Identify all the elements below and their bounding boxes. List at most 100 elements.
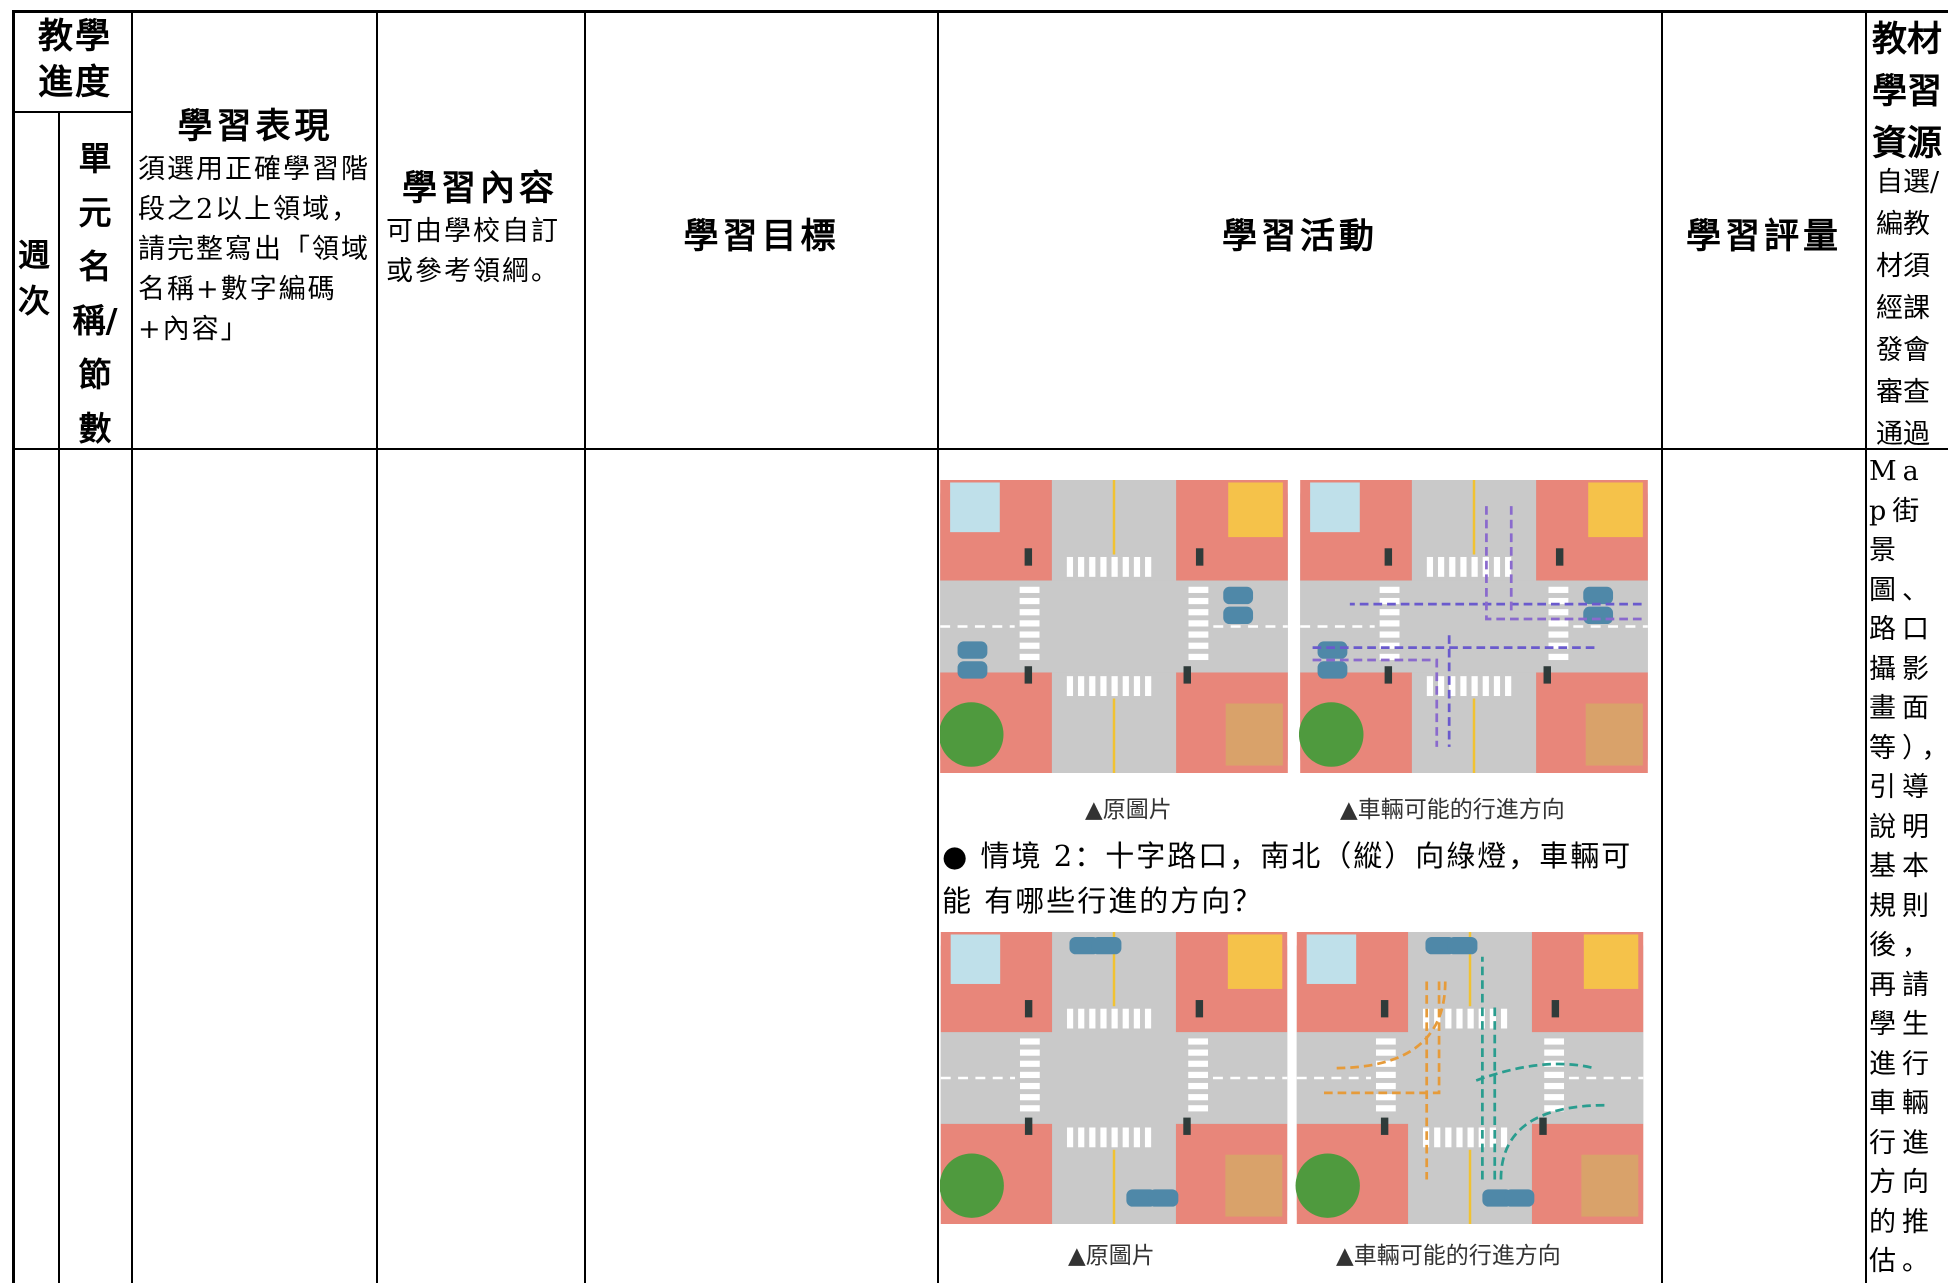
illustration-shape	[1548, 642, 1569, 649]
header-content-title: 學習內容	[401, 168, 558, 209]
header-content-note: 可由學校自訂或參考領綱。	[386, 216, 560, 287]
border	[58, 111, 60, 1283]
illustration-shape	[1019, 1038, 1040, 1045]
border	[584, 10, 586, 1283]
illustration-shape	[1183, 666, 1191, 684]
illustration-shape	[1195, 1000, 1204, 1018]
illustration-shape	[1019, 597, 1040, 605]
illustration-shape	[1312, 658, 1439, 747]
intersection-directions-image	[1295, 932, 1644, 1224]
illustration-shape	[1447, 936, 1478, 955]
illustration-shape	[1024, 1117, 1033, 1135]
header-resources-title: 教材學習資源	[1872, 19, 1943, 164]
illustration-shape	[1024, 548, 1033, 566]
illustration-shape	[1551, 1000, 1560, 1018]
illustration-shape	[1375, 1049, 1396, 1056]
illustration-shape	[1019, 609, 1040, 616]
illustration-shape	[1188, 597, 1209, 605]
illustration-shape	[1475, 1062, 1595, 1082]
illustration-shape	[940, 702, 1004, 767]
illustration-shape	[1375, 1082, 1396, 1090]
illustration-shape	[1078, 1008, 1085, 1029]
illustration-shape	[1379, 586, 1400, 593]
header-performance-title: 學習表現	[177, 106, 334, 147]
illustration-shape	[1583, 606, 1614, 625]
illustration-shape	[1077, 556, 1085, 577]
illustration-shape	[957, 661, 988, 679]
image-caption: ▲車輛可能的行進方向	[1340, 797, 1565, 823]
illustration-shape	[1478, 1008, 1485, 1029]
illustration-shape	[1548, 631, 1569, 638]
illustration-shape	[1489, 1127, 1496, 1148]
illustration-shape	[1384, 666, 1393, 684]
illustration-shape	[1310, 482, 1360, 533]
illustration-shape	[1460, 676, 1467, 697]
illustration-shape	[1426, 556, 1434, 577]
illustration-shape	[1069, 936, 1100, 955]
illustration-shape	[1585, 703, 1643, 766]
illustration-shape	[1379, 653, 1400, 661]
illustration-shape	[1145, 676, 1152, 697]
illustration-shape	[1379, 631, 1400, 638]
image-caption: ▲車輛可能的行進方向	[1336, 1243, 1561, 1269]
illustration-shape	[1544, 1105, 1565, 1112]
header-assessment: 學習評量	[1685, 216, 1842, 257]
illustration-shape	[950, 482, 1000, 533]
illustration-shape	[1500, 1127, 1508, 1148]
illustration-shape	[1375, 1060, 1396, 1067]
illustration-shape	[1188, 642, 1209, 649]
illustration-shape	[1426, 676, 1434, 697]
illustration-shape	[1456, 1008, 1463, 1029]
illustration-shape	[1555, 548, 1564, 566]
illustration-shape	[1111, 1008, 1118, 1029]
illustration-shape	[1384, 548, 1393, 566]
illustration-shape	[1144, 1127, 1152, 1148]
illustration-shape	[1122, 676, 1129, 697]
border	[376, 10, 378, 1283]
illustration-shape	[1379, 609, 1400, 616]
intersection-image	[940, 932, 1288, 1224]
illustration-shape	[1066, 556, 1074, 577]
illustration-shape	[1544, 1082, 1565, 1090]
illustration-shape	[1548, 653, 1569, 661]
illustration-shape	[1544, 1060, 1565, 1067]
illustration-shape	[1225, 703, 1283, 766]
illustration-shape	[1460, 556, 1467, 577]
illustration-shape	[1019, 1049, 1040, 1056]
illustration-shape	[1019, 586, 1040, 593]
illustration-shape	[1126, 1189, 1157, 1207]
illustration-shape	[1380, 1000, 1389, 1018]
illustration-shape	[1188, 1105, 1209, 1112]
illustration-shape	[1449, 556, 1456, 577]
illustration-shape	[1482, 676, 1489, 697]
illustration-shape	[1188, 609, 1209, 616]
illustration-shape	[1499, 1103, 1607, 1180]
illustration-shape	[1543, 666, 1551, 684]
illustration-shape	[1111, 676, 1118, 697]
illustration-shape	[1133, 556, 1141, 577]
illustration-shape	[1077, 676, 1085, 697]
intersection-image	[940, 480, 1288, 773]
illustration-shape	[1471, 556, 1478, 577]
illustration-shape	[1019, 1082, 1040, 1090]
illustration-shape	[957, 641, 988, 659]
illustration-shape	[1078, 1127, 1085, 1148]
image-caption: ▲原圖片	[1068, 1243, 1155, 1269]
illustration-shape	[1122, 1127, 1129, 1148]
illustration-shape	[1066, 1008, 1074, 1029]
illustration-shape	[1489, 1008, 1496, 1029]
illustration-shape	[1504, 1189, 1535, 1207]
illustration-shape	[1380, 1117, 1389, 1135]
illustration-shape	[1317, 641, 1348, 659]
illustration-shape	[1148, 1189, 1179, 1207]
illustration-shape	[1434, 1127, 1441, 1148]
header-unit: 單元名稱/節數	[72, 139, 118, 448]
illustration-shape	[1019, 1071, 1040, 1078]
illustration-shape	[1425, 936, 1456, 955]
illustration-shape	[1188, 653, 1209, 661]
illustration-shape	[1467, 1008, 1474, 1029]
header-progress: 教學進度	[37, 16, 112, 103]
illustration-shape	[1019, 620, 1040, 627]
illustration-shape	[1321, 981, 1441, 1095]
illustration-shape	[1375, 1105, 1396, 1112]
